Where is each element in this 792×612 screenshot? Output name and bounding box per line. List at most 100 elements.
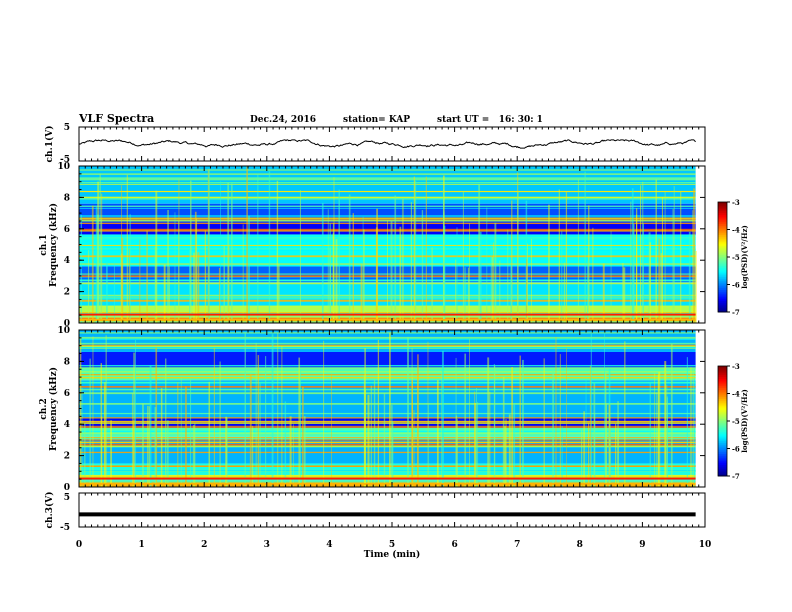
spec-streak xyxy=(494,222,497,323)
spec-streak xyxy=(180,378,182,487)
spec-streak xyxy=(467,267,469,323)
spec-streak xyxy=(491,256,493,323)
spec-line xyxy=(79,364,696,367)
colorbar-segment xyxy=(718,402,727,405)
spec-streak xyxy=(169,266,170,323)
colorbar-segment xyxy=(718,260,727,263)
spec-line xyxy=(79,381,696,384)
spec-streak xyxy=(661,197,664,323)
spec-line xyxy=(79,437,696,438)
ch3-voltage-panel: 5 -5 ch.3(V) xyxy=(44,492,706,533)
spec-streak xyxy=(690,367,692,487)
spec-streak xyxy=(196,218,198,323)
time-tick-label: 0 xyxy=(76,540,82,550)
spec-ytick-label: 6 xyxy=(64,389,70,399)
colorbar-segment xyxy=(718,457,727,460)
spec-streak xyxy=(563,262,565,323)
colorbar-segment xyxy=(718,306,727,309)
spec-streak xyxy=(410,202,413,323)
spec-line xyxy=(79,476,696,478)
spec-streak xyxy=(323,340,325,487)
colorbar-segment xyxy=(718,433,727,437)
spec-streak xyxy=(507,229,509,323)
spec-streak xyxy=(387,220,388,323)
colorbar-segment xyxy=(718,246,727,249)
spec-streak xyxy=(390,221,393,323)
spec-streak xyxy=(249,374,252,487)
spec-streak xyxy=(605,404,608,487)
spec-streak xyxy=(257,355,260,487)
time-axis: 0 1 2 3 4 5 6 7 8 9 10 xyxy=(76,127,711,550)
spec-streak xyxy=(389,332,391,487)
colorbar-segment xyxy=(718,452,727,455)
spec-streak xyxy=(139,239,141,323)
spec-streak xyxy=(680,191,682,323)
ch3-ytick-top: 5 xyxy=(64,493,70,503)
spec-streak xyxy=(177,382,179,487)
spec-streak xyxy=(264,356,267,487)
time-tick-label: 9 xyxy=(639,540,645,550)
spec-streak xyxy=(421,210,424,323)
spec-line xyxy=(79,345,696,347)
spec-streak xyxy=(92,336,94,487)
spec-streak xyxy=(163,264,166,323)
spec-streak xyxy=(225,417,228,487)
colorbar-tick-label: -7 xyxy=(732,472,740,481)
spec-streak xyxy=(457,418,458,487)
spec-streak xyxy=(228,245,230,323)
colorbar-segment xyxy=(718,255,727,258)
spec-streak xyxy=(268,171,271,323)
spec-line xyxy=(79,470,696,472)
spec-streak xyxy=(489,391,491,487)
spec-streak xyxy=(476,387,478,487)
colorbar-segment xyxy=(718,400,727,404)
spec-streak xyxy=(277,332,279,487)
spec-streak xyxy=(246,166,248,323)
colorbar-segment xyxy=(718,415,727,418)
spec-streak xyxy=(583,411,585,487)
spec-streak xyxy=(692,367,694,487)
spec-ytick-label: 0 xyxy=(64,483,70,493)
spec-streak xyxy=(131,393,133,487)
spec-streak xyxy=(490,242,492,323)
spec-line xyxy=(79,402,696,405)
spec-streak xyxy=(194,423,196,487)
spec-streak xyxy=(519,355,521,487)
spec-streak xyxy=(113,261,115,323)
spec-streak xyxy=(292,424,294,487)
colorbar-segment xyxy=(718,286,727,289)
spec-ytick-label: 2 xyxy=(64,452,70,462)
colorbar-segment xyxy=(718,236,727,240)
spec-streak xyxy=(693,188,696,323)
colorbar-segment xyxy=(718,397,727,400)
spec-streak xyxy=(655,179,657,323)
spec-band xyxy=(79,436,696,464)
spec-line xyxy=(79,437,696,440)
spec-streak xyxy=(174,212,176,323)
spec-streak xyxy=(558,189,560,323)
spec-streak xyxy=(360,264,363,323)
colorbar-segment xyxy=(718,430,727,433)
colorbar-segment xyxy=(718,213,727,216)
spec-streak xyxy=(617,401,619,487)
spec-line xyxy=(79,375,696,376)
colorbar-segment xyxy=(718,367,727,371)
spec-streak xyxy=(526,259,528,323)
spec-streak xyxy=(402,199,404,323)
spec-line xyxy=(79,342,696,345)
spec-streak xyxy=(190,378,192,487)
spec-streak xyxy=(593,383,596,487)
time-tick-label: 6 xyxy=(451,540,457,550)
spec-line xyxy=(79,179,696,181)
spec-streak xyxy=(338,189,341,323)
spec-ytick-label: 6 xyxy=(64,225,70,235)
spec-streak xyxy=(505,419,507,487)
spec-line xyxy=(79,427,696,428)
spec-streak xyxy=(664,191,666,323)
spec-line xyxy=(79,432,696,434)
spec-lf-line xyxy=(79,477,696,480)
spec-streak xyxy=(692,210,694,323)
colorbar-segment xyxy=(718,439,727,442)
spec-line xyxy=(79,438,696,441)
